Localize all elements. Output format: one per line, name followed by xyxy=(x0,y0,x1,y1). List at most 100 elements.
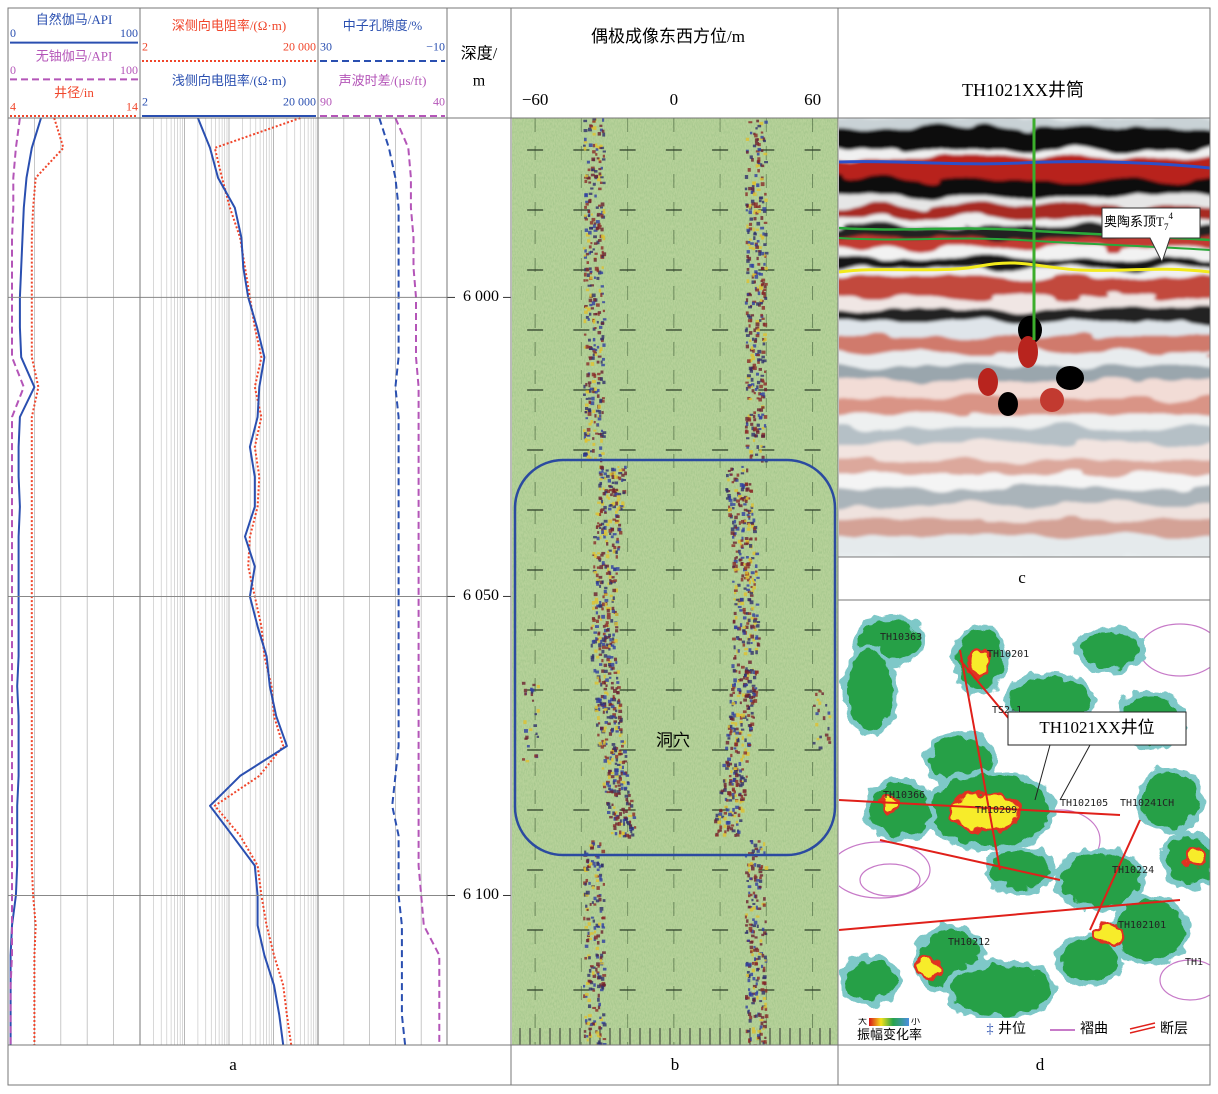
speckle xyxy=(585,439,587,442)
band xyxy=(830,276,1218,298)
speckle xyxy=(628,794,631,797)
speckle xyxy=(610,493,613,496)
speckle xyxy=(602,130,605,133)
speckle xyxy=(633,816,636,819)
band xyxy=(830,536,1218,558)
speckle xyxy=(530,688,533,691)
speckle xyxy=(592,150,596,153)
speckle xyxy=(598,188,601,191)
speckle xyxy=(594,649,597,652)
speckle xyxy=(750,370,753,373)
speckle xyxy=(748,121,752,123)
speckle xyxy=(749,218,753,221)
speckle xyxy=(592,443,595,446)
speckle xyxy=(752,586,756,589)
speckle xyxy=(754,921,758,925)
speckle xyxy=(614,749,617,752)
speckle xyxy=(598,994,600,998)
speckle xyxy=(634,826,636,829)
speckle xyxy=(759,449,762,452)
speckle xyxy=(746,138,749,141)
speckle xyxy=(594,414,596,417)
speckle xyxy=(763,342,766,345)
speckle xyxy=(590,242,592,244)
speckle xyxy=(758,1013,761,1017)
speckle xyxy=(595,874,598,877)
caption: c xyxy=(1018,568,1026,587)
speckle xyxy=(630,830,632,833)
speckle xyxy=(609,638,612,641)
speckle xyxy=(728,508,732,511)
speckle xyxy=(728,813,732,816)
speckle xyxy=(593,133,596,136)
speckle xyxy=(753,925,756,928)
speckle xyxy=(732,581,734,583)
speckle xyxy=(601,864,603,868)
speckle xyxy=(603,310,605,312)
speckle xyxy=(604,654,607,658)
speckle xyxy=(733,767,737,770)
speckle xyxy=(584,432,587,436)
speckle xyxy=(601,411,603,414)
speckle xyxy=(618,493,622,495)
speckle xyxy=(613,579,617,582)
speckle xyxy=(612,491,616,494)
speckle xyxy=(597,321,599,324)
speckle xyxy=(763,140,766,142)
speckle xyxy=(600,911,603,913)
speckle xyxy=(734,763,737,767)
speckle xyxy=(748,869,750,872)
speckle xyxy=(745,192,748,196)
x-tick-label: 60 xyxy=(804,90,821,109)
speckle xyxy=(592,607,594,610)
speckle xyxy=(731,824,734,826)
speckle xyxy=(592,294,596,298)
speckle xyxy=(584,1035,586,1038)
well-label: TH10224 xyxy=(1112,865,1154,876)
speckle xyxy=(594,253,597,255)
speckle xyxy=(602,118,604,121)
band xyxy=(830,520,1218,536)
speckle xyxy=(748,1039,750,1043)
speckle xyxy=(589,304,592,306)
speckle xyxy=(749,648,752,652)
speckle xyxy=(595,512,599,515)
speckle xyxy=(627,781,629,783)
speckle xyxy=(762,427,765,429)
speckle xyxy=(725,747,728,750)
speckle xyxy=(601,745,604,748)
speckle xyxy=(599,350,601,353)
speckle xyxy=(616,758,618,761)
speckle xyxy=(601,361,603,364)
speckle xyxy=(752,969,755,973)
band xyxy=(830,380,1218,398)
speckle xyxy=(596,947,599,950)
speckle xyxy=(730,770,732,773)
speckle xyxy=(592,886,595,890)
speckle xyxy=(756,996,758,1000)
speckle xyxy=(590,187,593,189)
speckle xyxy=(752,274,754,277)
speckle xyxy=(739,559,741,561)
speckle xyxy=(589,1032,591,1036)
speckle xyxy=(600,439,603,443)
x-tick-label: 2 xyxy=(142,39,148,53)
speckle xyxy=(734,568,737,571)
horizon-label-part: 7 xyxy=(1164,222,1169,232)
speckle xyxy=(621,474,624,477)
speckle xyxy=(591,397,594,401)
speckle xyxy=(584,957,587,960)
speckle xyxy=(741,714,745,718)
speckle xyxy=(607,811,610,814)
speckle xyxy=(612,743,616,746)
speckle xyxy=(744,592,748,596)
speckle xyxy=(608,508,611,511)
speckle xyxy=(598,698,601,702)
speckle xyxy=(748,612,751,615)
speckle xyxy=(619,788,621,791)
speckle xyxy=(583,985,585,988)
speckle xyxy=(592,640,595,642)
speckle xyxy=(733,620,736,624)
speckle xyxy=(723,833,727,837)
speckle xyxy=(599,1017,601,1019)
